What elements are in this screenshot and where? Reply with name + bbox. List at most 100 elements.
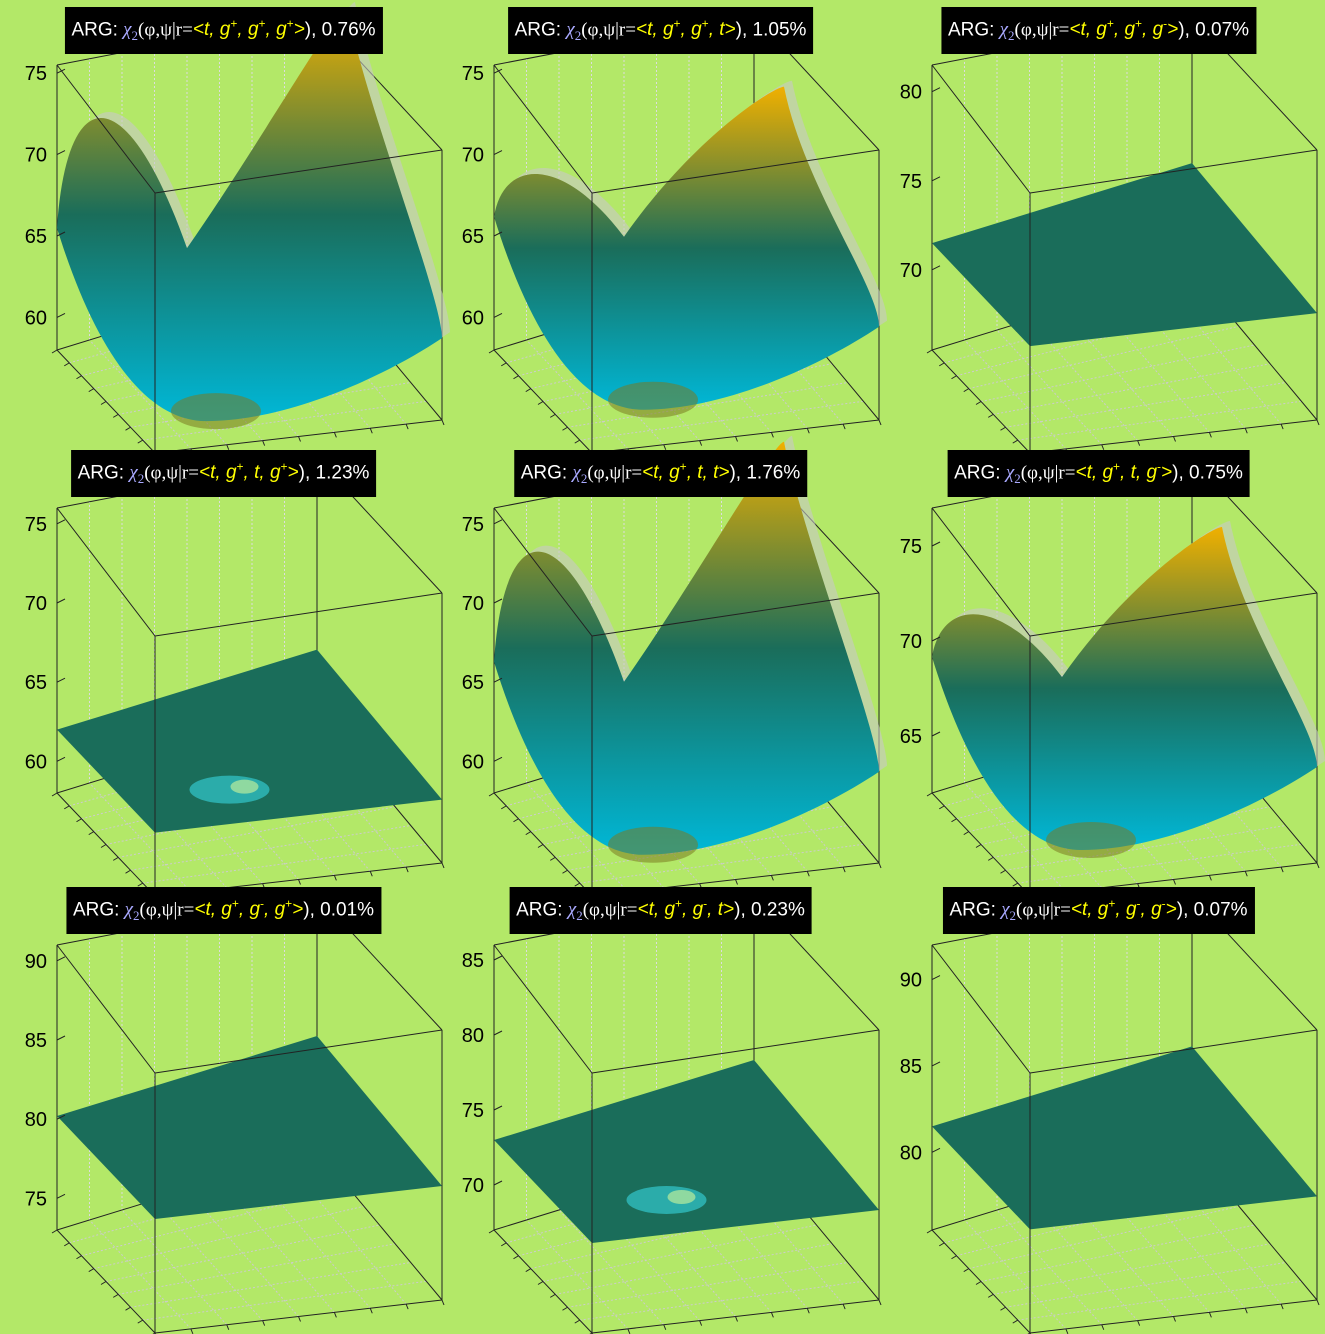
title-prefix: ARG: bbox=[77, 462, 130, 484]
surface-chart: 60 65 70 75 bbox=[462, 14, 887, 459]
floor-grid-line bbox=[219, 742, 335, 876]
surface bbox=[932, 163, 1317, 347]
panel-title: ARG: χ2(φ,ψ|r=<t, g+, g-, g+>), 0.01% bbox=[65, 887, 382, 935]
x-tick bbox=[574, 439, 581, 444]
x-tick bbox=[500, 1242, 507, 1247]
y-tick bbox=[663, 1324, 667, 1330]
title-function: χ2 bbox=[1005, 462, 1021, 487]
surface-chart: 65 70 75 bbox=[900, 457, 1325, 902]
panel-title: ARG: χ2(φ,ψ|r=<t, g+, g+, g->), 0.07% bbox=[940, 7, 1257, 55]
x-tick bbox=[963, 388, 970, 393]
x-tick bbox=[100, 401, 107, 405]
x-tick bbox=[926, 1229, 933, 1234]
x-tick bbox=[537, 844, 544, 848]
axis-edge bbox=[154, 592, 443, 637]
z-axis: 80 85 90 bbox=[900, 970, 1320, 1334]
surface-mesh bbox=[494, 441, 879, 855]
surface-panel: 60 65 70 75 ARG: χ2(φ,ψ|r=<t, g+, g+, t>), 1… bbox=[442, 5, 887, 459]
axis-edge bbox=[1029, 149, 1318, 194]
title-residue-states: <t, g+, g+, t> bbox=[635, 17, 736, 41]
x-tick bbox=[76, 818, 82, 823]
axis-edge bbox=[154, 149, 443, 194]
x-tick bbox=[137, 1319, 144, 1324]
x-tick bbox=[1012, 882, 1019, 887]
z-tick-label: 65 bbox=[462, 226, 484, 248]
z-axis: 75 80 85 90 bbox=[25, 951, 445, 1334]
axis-edge bbox=[56, 64, 156, 194]
z-tick-label: 90 bbox=[25, 951, 47, 973]
y-tick bbox=[770, 432, 774, 438]
y-tick bbox=[1280, 1303, 1284, 1310]
title-prefix: ARG: bbox=[520, 462, 573, 484]
z-tick bbox=[493, 1180, 503, 1186]
title-args: (φ,ψ|r= bbox=[582, 899, 638, 921]
floor-grid-line bbox=[118, 1243, 396, 1295]
z-tick-label: 70 bbox=[900, 260, 922, 282]
title-residue-states: <t, g+, g+, g-> bbox=[1069, 17, 1179, 41]
z-tick-label: 65 bbox=[462, 672, 484, 694]
y-tick bbox=[699, 440, 703, 446]
z-tick bbox=[493, 756, 503, 762]
x-tick bbox=[488, 349, 495, 354]
x-tick bbox=[513, 1255, 519, 1260]
x-tick bbox=[100, 1281, 107, 1285]
x-tick bbox=[549, 413, 556, 418]
y-tick bbox=[1137, 440, 1141, 446]
floor-grid-line bbox=[656, 1179, 772, 1313]
z-tick bbox=[493, 312, 503, 318]
z-tick bbox=[931, 176, 941, 182]
x-tick bbox=[1012, 1319, 1019, 1324]
z-axis: 60 65 70 75 bbox=[25, 63, 445, 459]
z-tick-label: 80 bbox=[462, 1025, 484, 1047]
y-tick bbox=[226, 444, 230, 450]
x-tick bbox=[513, 375, 519, 380]
y-tick bbox=[842, 866, 846, 873]
z-tick-label: 60 bbox=[25, 751, 47, 773]
floor-grid-line bbox=[1005, 825, 1286, 871]
y-tick bbox=[1208, 1312, 1212, 1318]
title-suffix: ), 0.01% bbox=[303, 899, 375, 921]
title-residue-states: <t, g+, g-, g-> bbox=[1070, 897, 1177, 921]
floor-grid-line bbox=[964, 782, 1067, 893]
x-tick bbox=[562, 426, 568, 431]
x-tick bbox=[88, 831, 95, 836]
y-tick bbox=[1244, 871, 1248, 877]
surface-plane bbox=[932, 163, 1317, 347]
y-tick bbox=[1244, 1308, 1248, 1314]
x-tick bbox=[1000, 426, 1006, 431]
y-tick bbox=[1173, 1316, 1176, 1322]
axis-edge bbox=[1029, 1029, 1318, 1074]
z-tick bbox=[493, 955, 503, 961]
floor-grid-line bbox=[219, 1179, 335, 1313]
floor-grid-line bbox=[993, 1243, 1271, 1295]
axis-edge bbox=[493, 507, 593, 637]
x-tick bbox=[987, 856, 994, 861]
floor-grid-line bbox=[526, 782, 629, 893]
x-tick bbox=[574, 882, 581, 887]
surface-bump bbox=[230, 779, 259, 794]
y-tick bbox=[878, 862, 882, 869]
floor-grid-line bbox=[526, 1219, 629, 1330]
y-tick bbox=[333, 432, 337, 438]
panel-title: ARG: χ2(φ,ψ|r=<t, g+, t, g->), 0.75% bbox=[947, 450, 1250, 498]
x-tick bbox=[562, 1306, 568, 1311]
title-function: χ2 bbox=[567, 899, 583, 924]
z-tick bbox=[493, 68, 503, 74]
floor-grid-line bbox=[105, 1224, 380, 1282]
z-tick-label: 75 bbox=[900, 536, 922, 558]
z-tick-label: 75 bbox=[462, 514, 484, 536]
surface-plane bbox=[932, 1046, 1317, 1230]
z-tick bbox=[56, 598, 66, 604]
x-tick bbox=[137, 882, 144, 887]
x-tick bbox=[63, 1242, 70, 1247]
floor-grid-line bbox=[1094, 1179, 1210, 1313]
y-tick bbox=[842, 423, 846, 430]
floor-grid-line bbox=[542, 1224, 817, 1282]
z-tick bbox=[493, 598, 503, 604]
x-tick bbox=[537, 401, 544, 405]
floor-grid-line bbox=[567, 825, 848, 871]
axis-edge bbox=[154, 1029, 443, 1074]
title-suffix: ), 0.23% bbox=[734, 899, 805, 921]
y-tick bbox=[806, 428, 810, 434]
title-suffix: ), 1.23% bbox=[298, 462, 370, 484]
